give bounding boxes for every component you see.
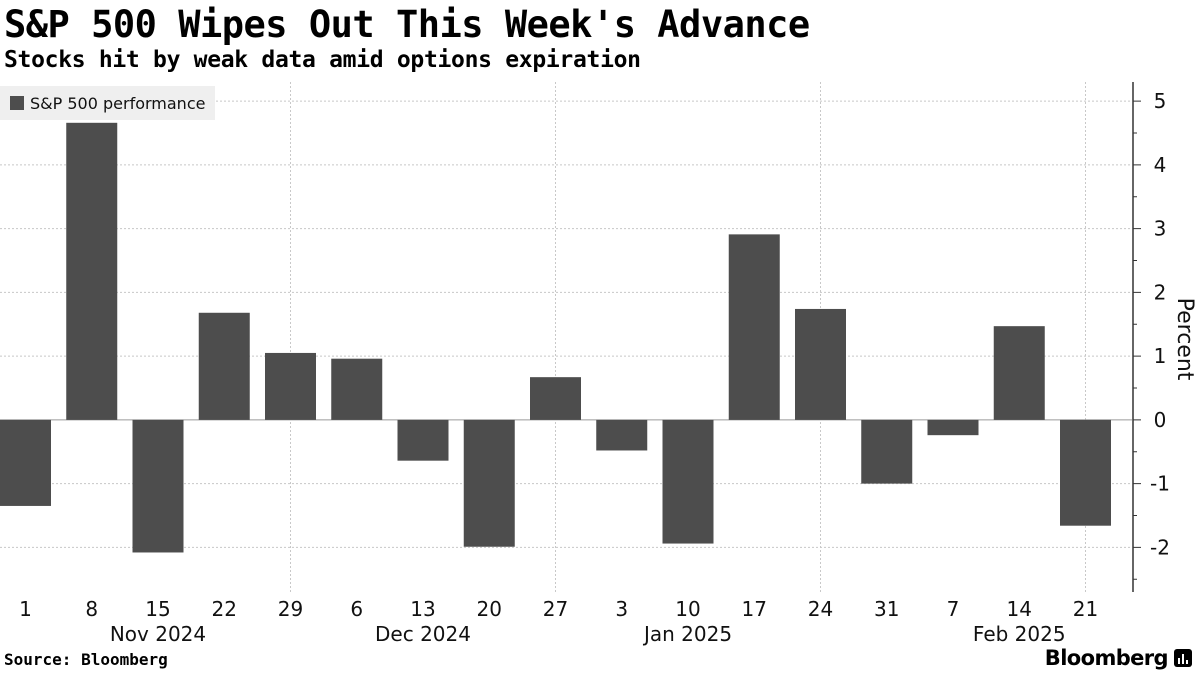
bar-10 (662, 419, 714, 544)
bar-7 (927, 419, 979, 436)
bar-17 (728, 234, 780, 420)
bars-icon (1174, 649, 1192, 667)
x-tick-label: 15 (145, 597, 170, 621)
bar-14 (993, 326, 1045, 420)
month-label: Dec 2024 (375, 622, 471, 646)
x-tick-label: 8 (85, 597, 98, 621)
x-tick-label: 13 (410, 597, 435, 621)
x-tick-label: 27 (543, 597, 568, 621)
y-tick-label: 4 (1154, 153, 1167, 177)
x-tick-label: 31 (874, 597, 899, 621)
x-tick-label: 17 (742, 597, 767, 621)
y-tick-label: 3 (1154, 217, 1167, 241)
x-tick-label: 24 (808, 597, 833, 621)
bar-8 (66, 122, 118, 420)
x-tick-label: 10 (675, 597, 700, 621)
bar-29 (265, 352, 316, 420)
bar-1 (0, 419, 51, 506)
y-tick-label: 5 (1154, 89, 1167, 113)
chart-subtitle: Stocks hit by weak data amid options exp… (4, 47, 641, 73)
legend-label: S&P 500 performance (30, 93, 206, 113)
legend: S&P 500 performance (0, 86, 216, 120)
bar-24 (795, 308, 846, 420)
bar-31 (861, 419, 913, 484)
y-tick-label: 2 (1154, 280, 1167, 304)
x-tick-label: 20 (477, 597, 502, 621)
y-tick-label: -2 (1150, 535, 1170, 559)
x-tick-label: 22 (212, 597, 237, 621)
bar-21 (1060, 419, 1111, 526)
bar-22 (198, 312, 250, 420)
chart-title: S&P 500 Wipes Out This Week's Advance (4, 3, 810, 46)
x-tick-label: 3 (615, 597, 628, 621)
y-tick-label: 0 (1154, 408, 1167, 432)
bar-3 (596, 419, 648, 451)
x-tick-label: 6 (350, 597, 363, 621)
x-tick-label: 7 (947, 597, 960, 621)
bar-6 (331, 358, 383, 420)
brand-wordmark: Bloomberg (1044, 646, 1169, 670)
x-tick-label: 1 (19, 597, 32, 621)
bar-27 (530, 377, 581, 420)
month-label: Nov 2024 (110, 622, 206, 646)
x-tick-label: 14 (1007, 597, 1032, 621)
month-label: Feb 2025 (973, 622, 1066, 646)
y-tick-label: 1 (1154, 344, 1167, 368)
bar-15 (132, 419, 184, 553)
brand-logo: Bloomberg (1045, 646, 1192, 670)
bar-13 (397, 419, 449, 461)
y-axis-title: Percent (1172, 298, 1197, 381)
x-tick-label: 21 (1073, 597, 1098, 621)
bar-20 (463, 419, 515, 547)
x-tick-label: 29 (278, 597, 303, 621)
legend-swatch (10, 96, 24, 110)
source-note: Source: Bloomberg (4, 650, 168, 669)
month-label: Jan 2025 (642, 622, 732, 646)
y-tick-label: -1 (1150, 472, 1170, 496)
